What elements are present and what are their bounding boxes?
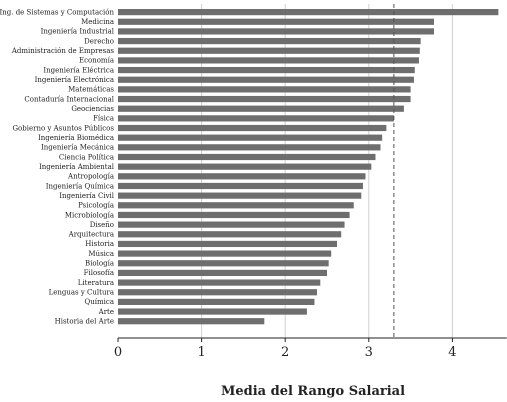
bar [118,76,414,83]
category-label: Ciencia Política [59,153,114,161]
bar [118,28,435,35]
category-label: Contaduría Internacional [24,95,114,103]
category-label: Arte [98,308,114,316]
category-label: Historia [85,240,114,248]
category-label: Ing. de Sistemas y Computación [0,8,114,16]
bar [118,86,411,93]
category-label: Ingeniería Mecánica [41,144,114,152]
bar [118,66,415,74]
category-label: Física [93,115,114,123]
bar [118,250,332,257]
bar [118,37,421,45]
category-label: Ingeniería Civil [59,192,115,200]
category-label: Ingeniería Electrónica [35,76,114,84]
category-label: Ingeniería Biomédica [38,134,114,142]
grid-lines [201,4,453,338]
category-label: Filosofía [84,269,114,277]
bar [118,240,338,248]
bars [118,9,499,325]
x-tick-label: 4 [448,345,456,360]
bar [118,153,376,161]
bar [118,269,327,277]
category-label: Gobierno y Asuntos Públicos [12,124,114,132]
category-label: Biología [85,260,114,268]
bar [118,115,394,122]
category-label: Diseño [90,221,114,229]
category-label: Matemáticas [68,86,114,94]
category-label: Historia del Arte [55,318,114,326]
x-tick-label: 0 [114,345,122,360]
category-labels: Ing. de Sistemas y Computación Medicina In… [0,8,115,325]
bar [118,192,362,199]
bar [118,134,383,141]
category-label: Administración de Empresas [11,47,115,55]
category-label: Microbiología [65,211,114,219]
bar [118,298,315,305]
category-label: Geociencias [71,105,114,113]
category-label: Arquitectura [68,231,114,239]
category-label: Ingeniería Química [46,182,114,190]
bar [118,289,317,296]
bar [118,9,499,16]
bar [118,211,350,219]
bar [118,144,381,151]
x-axis: 0 1 2 3 4 [114,337,507,360]
x-tick-label: 3 [365,345,373,360]
category-label: Ingeniería Ambiental [39,163,115,171]
bar [118,173,366,180]
bar [118,18,435,25]
bar [118,57,419,64]
bar [118,318,265,325]
bar [118,124,387,132]
bar [118,260,329,267]
category-label: Música [88,250,114,258]
x-tick-label: 1 [197,345,205,360]
category-label: Química [85,298,114,306]
bar [118,202,354,209]
bar [118,221,345,228]
category-label: Ingeniería Eléctrica [43,66,114,74]
bar [118,279,321,286]
category-label: Literatura [78,279,114,287]
category-label: Medicina [81,18,114,26]
bar [118,231,342,238]
bar [118,308,307,315]
bar [118,182,363,190]
category-label: Ingeniería Industrial [41,28,115,36]
category-label: Antropología [67,173,114,181]
category-label: Lenguas y Cultura [49,289,114,297]
bar [118,95,411,103]
x-tick-label: 2 [281,345,289,360]
bar [118,163,372,170]
category-label: Economía [79,57,114,65]
category-label: Derecho [84,37,114,45]
bar [118,105,404,112]
category-label: Psicología [78,202,114,210]
bar [118,47,420,54]
x-axis-title: Media del Rango Salarial [221,384,405,399]
